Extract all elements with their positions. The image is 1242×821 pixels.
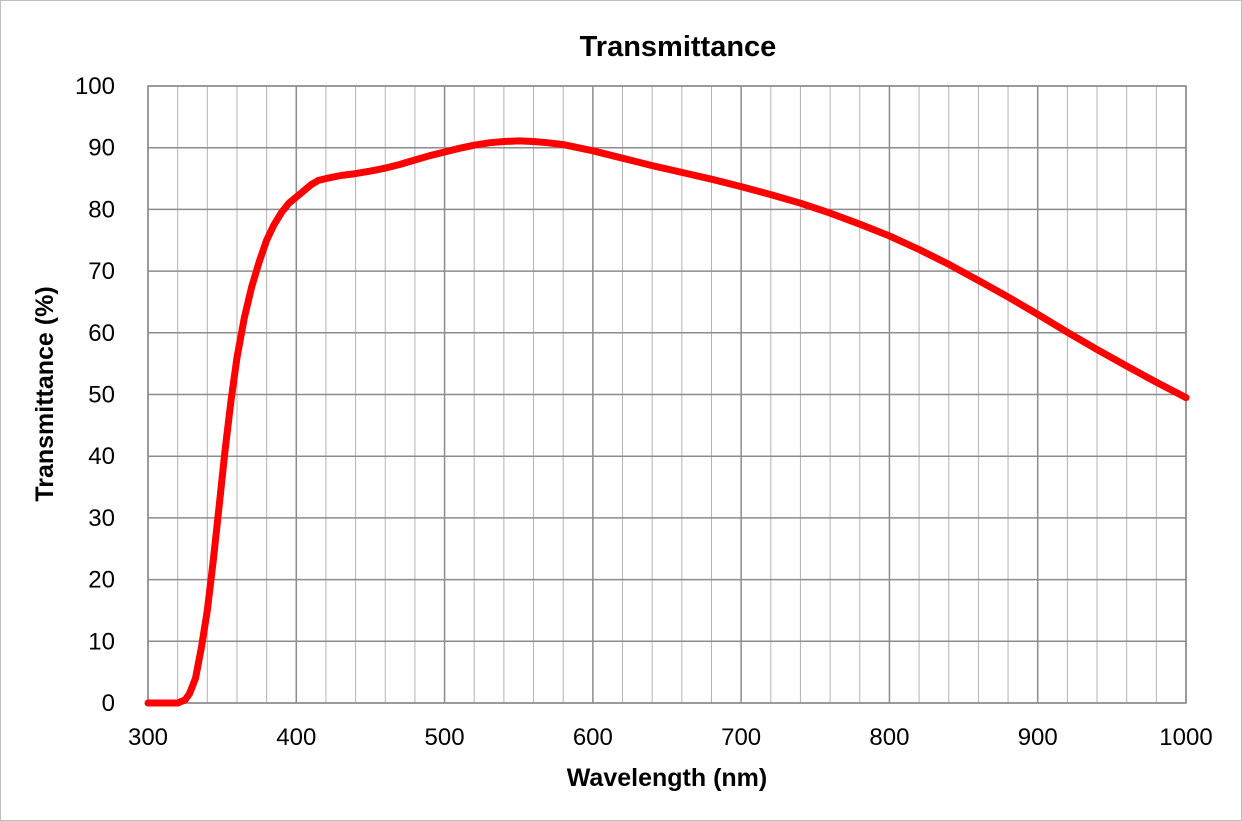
y-tick-label: 90 [88,135,115,162]
y-tick-label: 100 [75,73,115,100]
y-tick-label: 40 [88,443,115,470]
x-tick-label: 800 [869,724,909,751]
x-axis-title: Wavelength (nm) [567,764,767,792]
y-tick-label: 10 [88,628,115,655]
x-tick-label: 700 [721,724,761,751]
chart-title: Transmittance [580,31,777,63]
x-tick-label: 1000 [1159,724,1212,751]
y-tick-labels: 0 10 20 30 40 50 60 70 80 90 100 [75,73,115,717]
y-tick-label: 0 [102,690,115,717]
x-tick-labels: 300 400 500 600 700 800 900 1000 [128,724,1213,751]
x-tick-label: 900 [1018,724,1058,751]
y-tick-label: 80 [88,196,115,223]
series-line-0 [144,137,1190,707]
x-tick-label: 400 [276,724,316,751]
x-tick-label: 600 [573,724,613,751]
gridlines [147,85,1187,704]
y-tick-label: 60 [88,320,115,347]
y-axis-title: Transmittance (%) [31,286,59,501]
y-tick-label: 70 [88,258,115,285]
y-tick-label: 50 [88,382,115,409]
y-tick-label: 30 [88,505,115,532]
x-tick-label: 300 [128,724,168,751]
series-layer [144,137,1190,707]
y-tick-label: 20 [88,567,115,594]
x-tick-label: 500 [425,724,465,751]
